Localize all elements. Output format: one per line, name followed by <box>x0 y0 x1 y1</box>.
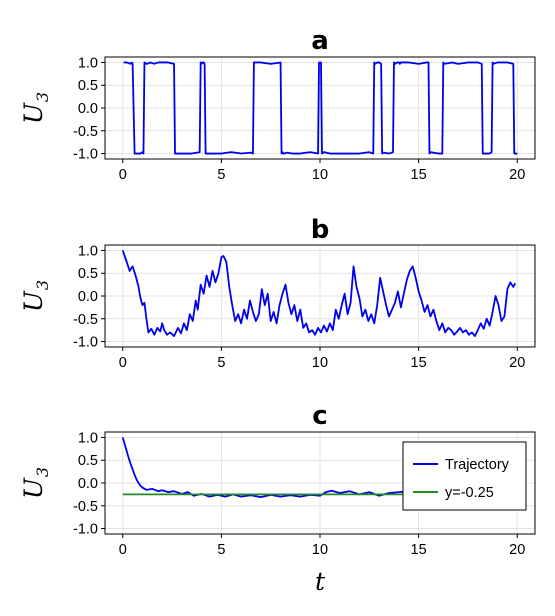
panel-b-xtick-label-2: 10 <box>312 355 328 371</box>
panel-b-series <box>121 250 517 337</box>
panel-a: a 1.0 0.5 0.0 -0.5 -1.0 0 5 10 15 20 U3 <box>19 26 536 183</box>
panel-b-series-0-line <box>121 250 517 337</box>
panel-a-grid <box>105 57 535 159</box>
panel-c-xtick-label-1: 5 <box>217 542 225 558</box>
panel-b-ytick-label-3: -0.5 <box>73 312 98 328</box>
panel-b-ytick-label-4: -1.0 <box>73 335 98 351</box>
panel-c-xticks: 0 5 10 15 20 <box>119 534 525 558</box>
panel-c-ytick-label-0: 1.0 <box>78 430 98 446</box>
panel-c-ylabel: U3 <box>19 467 52 499</box>
panel-b-xtick-label-4: 20 <box>509 355 525 371</box>
panel-b-ytick-label-1: 0.5 <box>78 266 98 282</box>
panel-c-ytick-label-4: -1.0 <box>73 522 98 538</box>
legend-label-y-minus-0-25: y=-0.25 <box>445 485 494 501</box>
panel-a-ylabel: U3 <box>19 92 52 124</box>
panel-b-yticks: 1.0 0.5 0.0 -0.5 -1.0 <box>73 243 105 351</box>
legend-box <box>402 441 527 511</box>
panel-a-xtick-label-2: 10 <box>312 167 328 183</box>
panel-b-xtick-label-3: 15 <box>411 355 427 371</box>
panel-c-ytick-label-1: 0.5 <box>78 453 98 469</box>
legend-label-trajectory: Trajectory <box>445 457 510 473</box>
panel-c-xlabel: t <box>315 567 326 596</box>
panel-a-ytick-label-2: 0.0 <box>78 101 98 117</box>
panel-a-xtick-label-1: 5 <box>217 167 225 183</box>
panel-a-xtick-label-3: 15 <box>411 167 427 183</box>
panel-a-ytick-label-1: 0.5 <box>78 78 98 94</box>
panel-a-series-0-line <box>123 61 518 155</box>
panel-a-xtick-label-4: 20 <box>509 167 525 183</box>
panel-b-xticks: 0 5 10 15 20 <box>119 347 525 371</box>
panel-c-xtick-label-2: 10 <box>312 542 328 558</box>
panel-a-series <box>123 61 518 155</box>
panel-b-xtick-label-0: 0 <box>119 355 127 371</box>
panel-b-ytick-label-0: 1.0 <box>78 243 98 259</box>
panel-a-ytick-label-0: 1.0 <box>78 55 98 71</box>
panel-c-yticks: 1.0 0.5 0.0 -0.5 -1.0 <box>73 430 105 538</box>
panel-a-ytick-label-4: -1.0 <box>73 147 98 163</box>
panel-a-ytick-label-3: -0.5 <box>73 124 98 140</box>
panel-c: c 1.0 0.5 0.0 -0.5 -1.0 0 5 10 15 20 U3 t Trajec… <box>19 401 536 596</box>
panel-c-series-0-line <box>121 437 409 499</box>
panel-a-yticks: 1.0 0.5 0.0 -0.5 -1.0 <box>73 55 105 163</box>
panel-b-xtick-label-1: 5 <box>217 355 225 371</box>
panel-c-xtick-label-3: 15 <box>411 542 427 558</box>
panel-b-title: b <box>311 215 330 245</box>
panel-b-ylabel: U3 <box>19 280 52 312</box>
panel-c-xtick-label-4: 20 <box>509 542 525 558</box>
panel-a-title: a <box>311 26 329 56</box>
legend: Trajectory y=-0.25 <box>402 441 527 511</box>
panel-c-ytick-label-2: 0.0 <box>78 476 98 492</box>
panel-a-xtick-label-0: 0 <box>119 167 127 183</box>
panel-c-title: c <box>312 401 327 431</box>
panel-c-xtick-label-0: 0 <box>119 542 127 558</box>
panel-b-grid <box>105 245 535 347</box>
panel-c-ytick-label-3: -0.5 <box>73 499 98 515</box>
panel-b: b 1.0 0.5 0.0 -0.5 -1.0 0 5 10 15 20 U3 <box>19 215 536 371</box>
panel-b-ytick-label-2: 0.0 <box>78 289 98 305</box>
panel-a-xticks: 0 5 10 15 20 <box>119 159 525 183</box>
